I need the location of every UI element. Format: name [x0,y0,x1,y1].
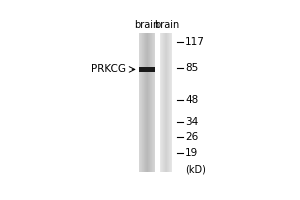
Bar [149,33,150,172]
Text: brain: brain [154,20,179,30]
Bar [161,33,162,172]
Text: 85: 85 [185,63,198,73]
Bar [139,33,140,172]
Bar [153,33,154,172]
Bar [147,33,148,172]
Bar [166,33,167,172]
Text: brain: brain [134,20,159,30]
Bar [146,33,147,172]
Text: 117: 117 [185,37,205,47]
Bar [162,33,163,172]
Bar [144,33,145,172]
Bar [165,33,166,172]
Text: 26: 26 [185,132,198,142]
Bar [141,33,142,172]
Bar [169,33,170,172]
Bar [143,33,144,172]
Bar [171,33,172,172]
Bar [154,33,155,172]
Bar [160,33,161,172]
Text: 48: 48 [185,95,198,105]
Bar [167,33,168,172]
Bar [140,33,141,172]
Text: (kD): (kD) [185,164,206,174]
Text: 19: 19 [185,148,198,158]
Bar [169,33,170,172]
Bar [151,33,152,172]
Bar [139,67,155,72]
Bar [152,33,153,172]
Bar [148,33,149,172]
Text: 34: 34 [185,117,198,127]
Bar [142,33,143,172]
Bar [164,33,165,172]
Text: PRKCG: PRKCG [91,64,126,74]
Bar [168,33,169,172]
Bar [145,33,146,172]
Bar [154,33,155,172]
Bar [170,33,171,172]
Bar [163,33,164,172]
Bar [150,33,151,172]
Bar [160,33,161,172]
